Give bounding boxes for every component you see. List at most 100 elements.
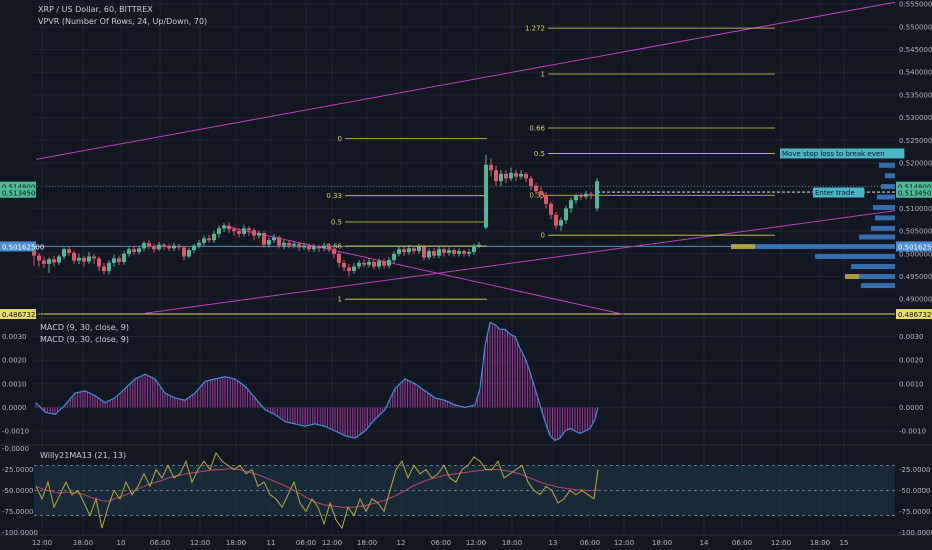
candle-body	[499, 173, 503, 182]
candle-body	[589, 193, 593, 196]
vpvr-row-up	[885, 173, 895, 179]
candle-body	[72, 252, 76, 261]
candle-body	[267, 240, 271, 245]
price-tick-label: 0.49000000	[899, 296, 932, 304]
macd-tick-left: 0.0000	[2, 404, 27, 412]
time-tick-label: 18:00	[652, 539, 672, 547]
candle-body	[97, 258, 101, 267]
vpvr-row-up	[859, 274, 895, 279]
time-tick-label: 12:00	[322, 539, 342, 547]
candle-body	[422, 246, 426, 258]
time-tick-label: 14	[700, 539, 709, 547]
macd-tick-left: 0.0010	[2, 380, 27, 388]
vpvr-row-up	[879, 162, 895, 168]
candle-body	[297, 243, 301, 248]
macd-legend-2: MACD (9, 30, close, 9)	[40, 335, 129, 344]
macd-tick-left: -0.0010	[2, 428, 29, 436]
candle-body	[595, 181, 599, 209]
candle-body	[382, 261, 386, 266]
willy-tick-left: -25.0000	[2, 466, 33, 474]
time-tick-label: 06:00	[580, 539, 600, 547]
price-tick-label: 0.51000000	[899, 205, 932, 213]
time-tick-label: 13	[549, 539, 558, 547]
candle-body	[574, 195, 578, 201]
candle-body	[417, 246, 421, 252]
left-low-marker-bg	[0, 309, 36, 320]
fib2-label: 0.33	[529, 192, 545, 200]
candle-body	[432, 251, 436, 256]
time-tick-label: 18:00	[502, 539, 522, 547]
candle-body	[152, 246, 156, 250]
fib2-label: 1.272	[525, 25, 545, 33]
candle-body	[82, 257, 86, 262]
vpvr-row-up	[881, 184, 895, 190]
willy-tick-left: -50.0000	[2, 487, 33, 495]
candle-body	[437, 249, 441, 256]
candle-body	[147, 242, 151, 247]
note-text: Move stop loss to break even	[782, 150, 885, 158]
candle-body	[207, 238, 211, 241]
candle-body	[177, 245, 181, 248]
poc-price-marker-bg	[896, 241, 932, 252]
willy-tick-left: -0.0000	[2, 445, 29, 453]
candle-body	[262, 232, 266, 245]
note-text: Enter trade	[815, 189, 855, 197]
left-current-marker-bg	[0, 181, 36, 192]
note-bg	[813, 187, 865, 198]
willy-legend: Willy21MA13 (21, 13)	[40, 451, 126, 460]
current-price-marker: 0.51480000	[898, 184, 932, 192]
candle-body	[442, 249, 446, 253]
candle-body	[257, 232, 261, 236]
time-tick-label: 12:00	[466, 539, 486, 547]
willy-band-fill	[34, 465, 895, 516]
vpvr-title: VPVR (Number Of Rows, 24, Up/Down, 70)	[38, 17, 207, 26]
candle-body	[37, 255, 41, 261]
willy-line	[35, 451, 599, 530]
vpvr-row-down	[731, 244, 755, 250]
candle-body	[282, 242, 286, 246]
candle-body	[367, 261, 371, 265]
candle-body	[317, 246, 321, 249]
candle-body	[462, 251, 466, 254]
time-tick-label: 06:00	[431, 539, 451, 547]
vpvr-row-up	[877, 194, 895, 200]
candle-body	[312, 246, 316, 250]
candle-body	[387, 260, 391, 266]
candle-body	[514, 172, 518, 177]
current-price-marker-bg	[896, 181, 932, 192]
time-tick-label: 12:00	[614, 539, 634, 547]
willy-panel[interactable]: Willy21MA13 (21, 13)	[34, 451, 895, 530]
macd-panel[interactable]: MACD (9, 30, close, 9) MACD (9, 30, close…	[35, 321, 599, 442]
time-tick-label: 12:00	[771, 539, 791, 547]
candle-body	[352, 266, 356, 272]
candle-body	[504, 173, 508, 179]
price-tick-label: 0.52500000	[899, 137, 932, 145]
candle-body	[272, 237, 276, 241]
candle-body	[192, 245, 196, 251]
candle-body	[182, 247, 186, 257]
price-tick-label: 0.55500000	[899, 1, 932, 9]
candle-body	[117, 258, 121, 262]
left-poc-marker: 0.50162500	[2, 243, 44, 251]
candle-body	[427, 251, 431, 258]
time-tick-label: 06:00	[732, 539, 752, 547]
candle-body	[549, 203, 553, 215]
time-tick-label: 11	[267, 539, 276, 547]
candle-body	[559, 220, 563, 226]
candle-body	[52, 259, 56, 263]
candle-body	[172, 245, 176, 249]
time-tick-label: 18:00	[810, 539, 830, 547]
note-bg	[780, 148, 905, 159]
fib2-label: 1	[541, 71, 545, 79]
candle-body	[362, 262, 366, 265]
candle-body	[227, 225, 231, 230]
vpvr-row-up	[851, 264, 895, 270]
candle-body	[167, 246, 171, 249]
left-low-marker: 0.48673250	[2, 311, 44, 319]
macd-tick-right: -0.0010	[899, 428, 926, 436]
willy-tick-right: -75.0000	[899, 508, 930, 516]
price-tick-label: 0.54000000	[899, 69, 932, 77]
price-tick-label: 0.50000000	[899, 250, 932, 258]
